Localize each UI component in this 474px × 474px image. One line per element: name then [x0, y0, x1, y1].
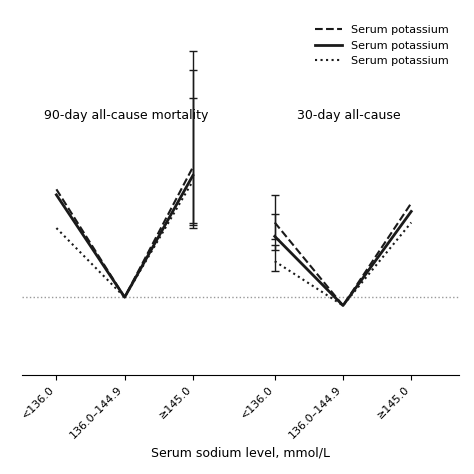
Text: 30-day all-cause: 30-day all-cause: [297, 109, 401, 122]
Legend: Serum potassium, Serum potassium, Serum potassium: Serum potassium, Serum potassium, Serum …: [310, 20, 454, 71]
X-axis label: Serum sodium level, mmol/L: Serum sodium level, mmol/L: [151, 446, 330, 459]
Text: 90-day all-cause mortality: 90-day all-cause mortality: [44, 109, 209, 122]
